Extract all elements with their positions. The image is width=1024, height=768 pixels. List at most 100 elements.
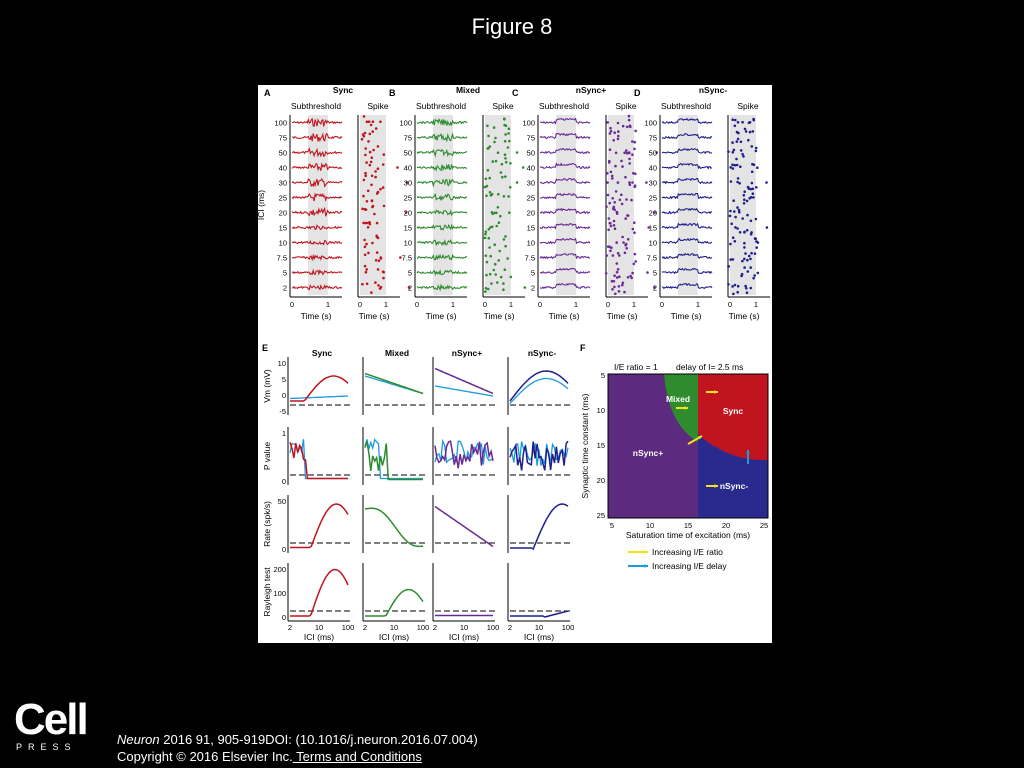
spike-dot — [381, 186, 385, 189]
spike-dot — [731, 118, 734, 121]
time-axis-label: Time (s) — [549, 311, 580, 321]
subthreshold-trace — [416, 253, 467, 261]
spike-dot — [365, 242, 368, 246]
spike-dot — [504, 157, 507, 160]
spike-dot — [379, 187, 382, 191]
spike-dot — [741, 259, 744, 263]
subthreshold-trace — [291, 239, 342, 246]
time-tick-label: 1 — [384, 300, 388, 309]
spike-dot — [363, 253, 367, 257]
spike-dot — [625, 247, 628, 250]
spike-dot — [616, 252, 620, 255]
subthreshold-trace — [661, 177, 713, 185]
subthreshold-trace — [291, 253, 343, 262]
subthreshold-trace — [416, 192, 468, 201]
spike-dot — [371, 204, 375, 208]
spike-dot — [604, 272, 608, 275]
spike-dot — [623, 290, 626, 294]
spike-dot — [366, 189, 370, 193]
spike-dot — [371, 120, 375, 123]
spike-dot — [376, 167, 380, 170]
spike-dot — [608, 148, 612, 151]
spike-dot — [375, 221, 379, 225]
panel-letter: E — [262, 343, 268, 353]
time-tick-label: 0 — [358, 300, 362, 309]
spike-dot — [611, 197, 614, 200]
spike-dot — [503, 117, 506, 120]
spike-dot — [364, 174, 367, 178]
spike-dot — [754, 149, 758, 153]
ici-tick-label: 100 — [342, 623, 355, 632]
panel-letter: D — [634, 88, 641, 98]
subthreshold-trace — [661, 267, 713, 275]
spike-dot — [503, 139, 507, 143]
spike-dot — [622, 241, 625, 244]
subthreshold-trace — [291, 177, 343, 188]
spike-dot — [736, 290, 739, 294]
ici-tick-label: 2 — [288, 623, 292, 632]
terms-and-conditions-link[interactable]: Terms and Conditions — [292, 749, 422, 764]
stimulus-window — [433, 115, 453, 295]
subthreshold-trace — [291, 224, 343, 231]
spike-dot — [515, 151, 519, 154]
spike-dot — [753, 274, 756, 277]
spike-dot — [748, 130, 752, 134]
spike-dot — [612, 139, 615, 142]
spike-dot — [484, 290, 487, 293]
page-title: Figure 8 — [471, 14, 553, 39]
spike-dot — [372, 148, 375, 152]
spike-dot — [735, 130, 739, 134]
spike-dot — [506, 257, 509, 260]
x-tick-label: 10 — [646, 521, 654, 530]
spike-dot — [750, 145, 754, 148]
spike-dot — [362, 194, 365, 198]
row-axis-label: P value — [262, 442, 272, 470]
spike-dot — [733, 240, 737, 243]
spike-dot — [736, 121, 740, 124]
spike-dot — [611, 288, 614, 291]
condition-curve — [364, 441, 423, 481]
ici-axis-label: ICI (ms) — [379, 632, 409, 642]
spike-dot — [503, 153, 507, 156]
spike-dot — [756, 271, 760, 275]
spike-dot — [733, 124, 737, 128]
stimulus-window — [556, 115, 576, 295]
spike-dot — [618, 198, 622, 202]
panel-letter: C — [512, 88, 519, 98]
ici-tick-label: 20 — [649, 209, 657, 218]
subthreshold-trace — [416, 117, 468, 127]
ici-tick-label: 50 — [404, 149, 412, 158]
spike-dot — [728, 214, 732, 218]
spike-dot — [367, 251, 370, 255]
spike-dot — [736, 177, 740, 180]
spike-dot — [621, 283, 624, 287]
spike-dot — [629, 274, 632, 278]
condition-curve — [510, 503, 569, 551]
panel-f-header-delay: delay of I= 2.5 ms — [676, 362, 743, 372]
spike-dot — [736, 284, 740, 288]
spike-dot — [614, 190, 618, 193]
spike-dot — [745, 287, 748, 290]
spike-dot — [608, 132, 612, 135]
spike-dot — [734, 118, 737, 122]
spike-dot — [504, 175, 507, 178]
spike-dot — [379, 256, 383, 259]
spike-dot — [496, 151, 500, 154]
spike-dot — [504, 124, 508, 127]
spike-dot — [490, 211, 494, 214]
citation-details: 2016 91, 905-919DOI: (10.1016/j.neuron.2… — [159, 732, 478, 747]
spike-dot — [500, 162, 504, 166]
spike-dot — [484, 232, 487, 236]
spike-dot — [727, 283, 730, 286]
spike-dot — [623, 151, 626, 155]
spike-dot — [382, 270, 385, 274]
spike-dot — [733, 283, 737, 287]
y-tick-label: 15 — [597, 441, 605, 450]
spike-dot — [365, 200, 369, 203]
ici-tick-label: 7.5 — [647, 254, 657, 263]
spike-dot — [362, 134, 366, 138]
spike-dot — [504, 160, 508, 164]
spike-dot — [628, 124, 632, 127]
spike-dot — [382, 204, 386, 208]
column-title: nSync- — [528, 348, 557, 358]
